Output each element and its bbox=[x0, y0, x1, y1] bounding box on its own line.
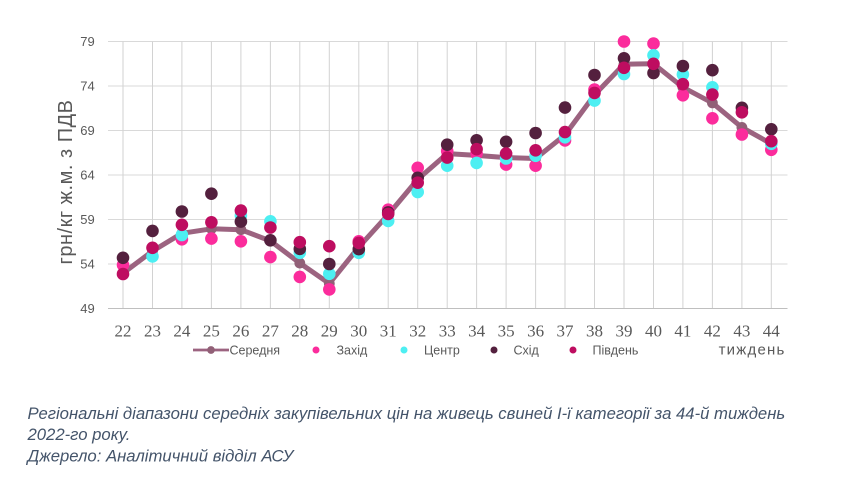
svg-text:25: 25 bbox=[203, 322, 220, 341]
svg-text:79: 79 bbox=[80, 34, 94, 49]
svg-text:44: 44 bbox=[763, 322, 781, 341]
svg-text:33: 33 bbox=[439, 322, 456, 341]
svg-text:Схід: Схід bbox=[514, 344, 540, 358]
svg-text:42: 42 bbox=[704, 322, 721, 341]
svg-text:29: 29 bbox=[321, 322, 338, 341]
svg-text:39: 39 bbox=[616, 322, 633, 341]
svg-text:26: 26 bbox=[232, 322, 249, 341]
svg-text:2022-го року.: 2022-го року. bbox=[27, 425, 131, 444]
svg-text:43: 43 bbox=[733, 322, 750, 341]
svg-text:Південь: Південь bbox=[593, 344, 639, 358]
svg-text:Захід: Захід bbox=[337, 344, 369, 358]
svg-text:41: 41 bbox=[674, 322, 691, 341]
svg-text:64: 64 bbox=[80, 168, 94, 183]
svg-text:24: 24 bbox=[173, 322, 191, 341]
svg-text:грн/кг ж.м. з ПДВ: грн/кг ж.м. з ПДВ bbox=[55, 100, 77, 265]
svg-text:22: 22 bbox=[115, 322, 132, 341]
svg-text:23: 23 bbox=[144, 322, 161, 341]
svg-text:59: 59 bbox=[80, 212, 94, 227]
svg-text:38: 38 bbox=[586, 322, 603, 341]
svg-text:Центр: Центр bbox=[424, 344, 460, 358]
svg-text:Джерело: Аналітичний відділ АС: Джерело: Аналітичний відділ АСУ bbox=[26, 447, 296, 466]
svg-text:Середня: Середня bbox=[230, 344, 281, 358]
svg-text:54: 54 bbox=[80, 257, 94, 272]
svg-text:28: 28 bbox=[291, 322, 308, 341]
svg-text:31: 31 bbox=[380, 322, 397, 341]
svg-text:40: 40 bbox=[645, 322, 662, 341]
svg-text:34: 34 bbox=[468, 322, 486, 341]
svg-text:30: 30 bbox=[350, 322, 367, 341]
svg-text:74: 74 bbox=[80, 79, 94, 94]
svg-text:Регіональні діапазони середніх: Регіональні діапазони середніх закупівел… bbox=[28, 404, 786, 423]
svg-text:тиждень: тиждень bbox=[719, 342, 786, 359]
svg-text:49: 49 bbox=[80, 301, 94, 316]
svg-text:32: 32 bbox=[409, 322, 426, 341]
svg-text:35: 35 bbox=[498, 322, 515, 341]
svg-text:36: 36 bbox=[527, 322, 544, 341]
svg-text:27: 27 bbox=[262, 322, 280, 341]
svg-text:37: 37 bbox=[557, 322, 575, 341]
svg-text:69: 69 bbox=[80, 123, 94, 138]
